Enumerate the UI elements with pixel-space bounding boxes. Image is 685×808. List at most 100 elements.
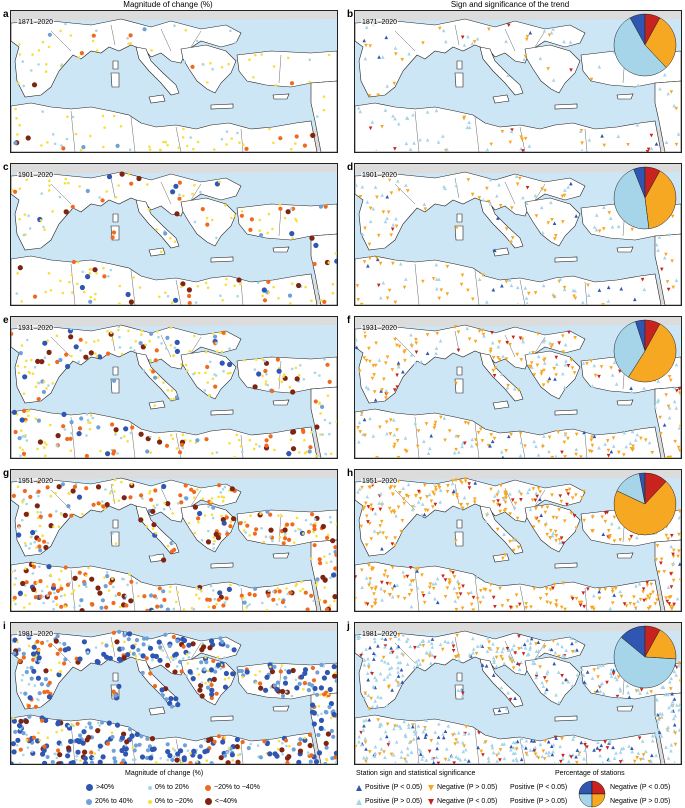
station-0-neg20 xyxy=(277,597,281,601)
station-0-neg20 xyxy=(180,761,184,764)
station-lt-neg40 xyxy=(53,638,59,644)
station-pos-sig xyxy=(436,735,441,739)
station-neg-ns xyxy=(431,277,436,281)
station-neg20-40 xyxy=(116,591,122,597)
station-0-neg20 xyxy=(238,141,241,144)
station-20-40 xyxy=(145,449,150,454)
station-neg20-40 xyxy=(100,198,105,203)
station-neg-ns xyxy=(403,358,407,363)
station-pos-ns xyxy=(372,636,377,641)
station-0-neg20 xyxy=(206,81,209,84)
station-0-neg20 xyxy=(254,673,257,677)
station-pos-ns xyxy=(596,665,600,670)
station-neg-ns xyxy=(553,529,558,534)
station-pos-sig xyxy=(515,739,520,744)
station-20-40 xyxy=(327,704,332,710)
station-0-neg20 xyxy=(215,350,219,353)
station-pos-ns xyxy=(396,179,400,183)
station-0-20 xyxy=(189,136,192,139)
station-pos-ns xyxy=(545,669,550,674)
station-neg-ns xyxy=(364,759,368,764)
station-pos-ns xyxy=(573,648,577,653)
station-0-neg20 xyxy=(23,542,27,545)
station-pos-ns xyxy=(527,144,532,148)
station-pos-ns xyxy=(655,697,659,702)
station-pos-ns xyxy=(374,678,379,682)
station-gt40 xyxy=(219,360,225,366)
station-0-neg20 xyxy=(111,644,114,648)
station-0-20 xyxy=(21,435,24,438)
land-sicily xyxy=(492,247,510,257)
station-0-neg20 xyxy=(16,364,20,368)
station-lt-neg40 xyxy=(136,175,142,182)
station-gt40 xyxy=(125,652,131,658)
station-neg-ns xyxy=(389,233,393,237)
station-20-40 xyxy=(141,642,146,647)
station-neg-ns xyxy=(624,604,629,608)
station-neg-ns xyxy=(644,597,649,602)
station-pos-sig xyxy=(678,562,681,566)
station-neg-ns xyxy=(494,655,499,660)
land-sicily xyxy=(492,706,510,716)
station-neg-ns xyxy=(523,444,527,448)
station-neg20-40 xyxy=(183,483,188,488)
station-neg-sig xyxy=(510,128,514,132)
station-0-neg20 xyxy=(297,373,301,377)
station-0-neg20 xyxy=(224,203,227,207)
station-neg-ns xyxy=(561,581,566,586)
station-neg-ns xyxy=(534,507,538,511)
station-pos-ns xyxy=(524,738,529,743)
station-neg-ns xyxy=(504,448,508,453)
station-pos-ns xyxy=(670,709,674,713)
station-0-20 xyxy=(39,511,43,514)
station-pos-ns xyxy=(398,682,402,686)
station-0-neg20 xyxy=(322,108,326,112)
station-pos-ns xyxy=(511,745,516,750)
station-pos-ns xyxy=(412,141,416,145)
station-0-neg20 xyxy=(148,148,152,151)
station-lt-neg40 xyxy=(46,349,52,355)
land-corsica xyxy=(456,366,463,376)
station-0-neg20 xyxy=(197,521,200,524)
station-20-40 xyxy=(99,605,104,610)
station-neg-ns xyxy=(518,176,522,181)
station-0-neg20 xyxy=(34,417,38,420)
station-pos-ns xyxy=(365,200,370,204)
station-0-neg20 xyxy=(206,381,209,384)
station-neg-ns xyxy=(374,341,378,346)
station-0-neg20 xyxy=(64,177,68,181)
station-pos-ns xyxy=(443,639,447,643)
station-0-20 xyxy=(162,507,166,511)
station-gt40 xyxy=(157,657,163,663)
station-gt40 xyxy=(167,753,173,759)
station-pos-ns xyxy=(506,648,511,652)
station-0-neg20 xyxy=(157,436,161,440)
panel-letter: c xyxy=(3,162,9,173)
station-neg-ns xyxy=(372,390,377,394)
station-neg20-40 xyxy=(211,658,216,663)
station-20-40 xyxy=(291,747,296,752)
station-neg-ns xyxy=(514,747,519,751)
station-neg-ns xyxy=(425,333,430,337)
station-gt40 xyxy=(31,644,37,650)
station-0-neg20 xyxy=(59,29,62,33)
station-neg-ns xyxy=(395,343,399,348)
station-lt-neg40 xyxy=(34,503,40,509)
station-pos-ns xyxy=(412,665,417,669)
station-0-neg20 xyxy=(91,39,95,43)
station-0-neg20 xyxy=(126,440,129,443)
station-neg-ns xyxy=(485,186,489,191)
station-pos-ns xyxy=(649,759,653,763)
station-20-40 xyxy=(36,418,41,423)
station-gt40 xyxy=(244,669,250,675)
station-pos-ns xyxy=(420,502,425,506)
station-gt40 xyxy=(30,651,37,657)
station-neg-ns xyxy=(519,492,524,497)
station-0-20 xyxy=(19,691,23,695)
station-gt40 xyxy=(156,639,162,645)
station-neg-ns xyxy=(401,497,406,502)
station-pos-ns xyxy=(405,116,410,120)
station-neg-sig xyxy=(666,287,671,292)
station-0-20 xyxy=(275,603,279,606)
station-neg-ns xyxy=(368,577,373,581)
